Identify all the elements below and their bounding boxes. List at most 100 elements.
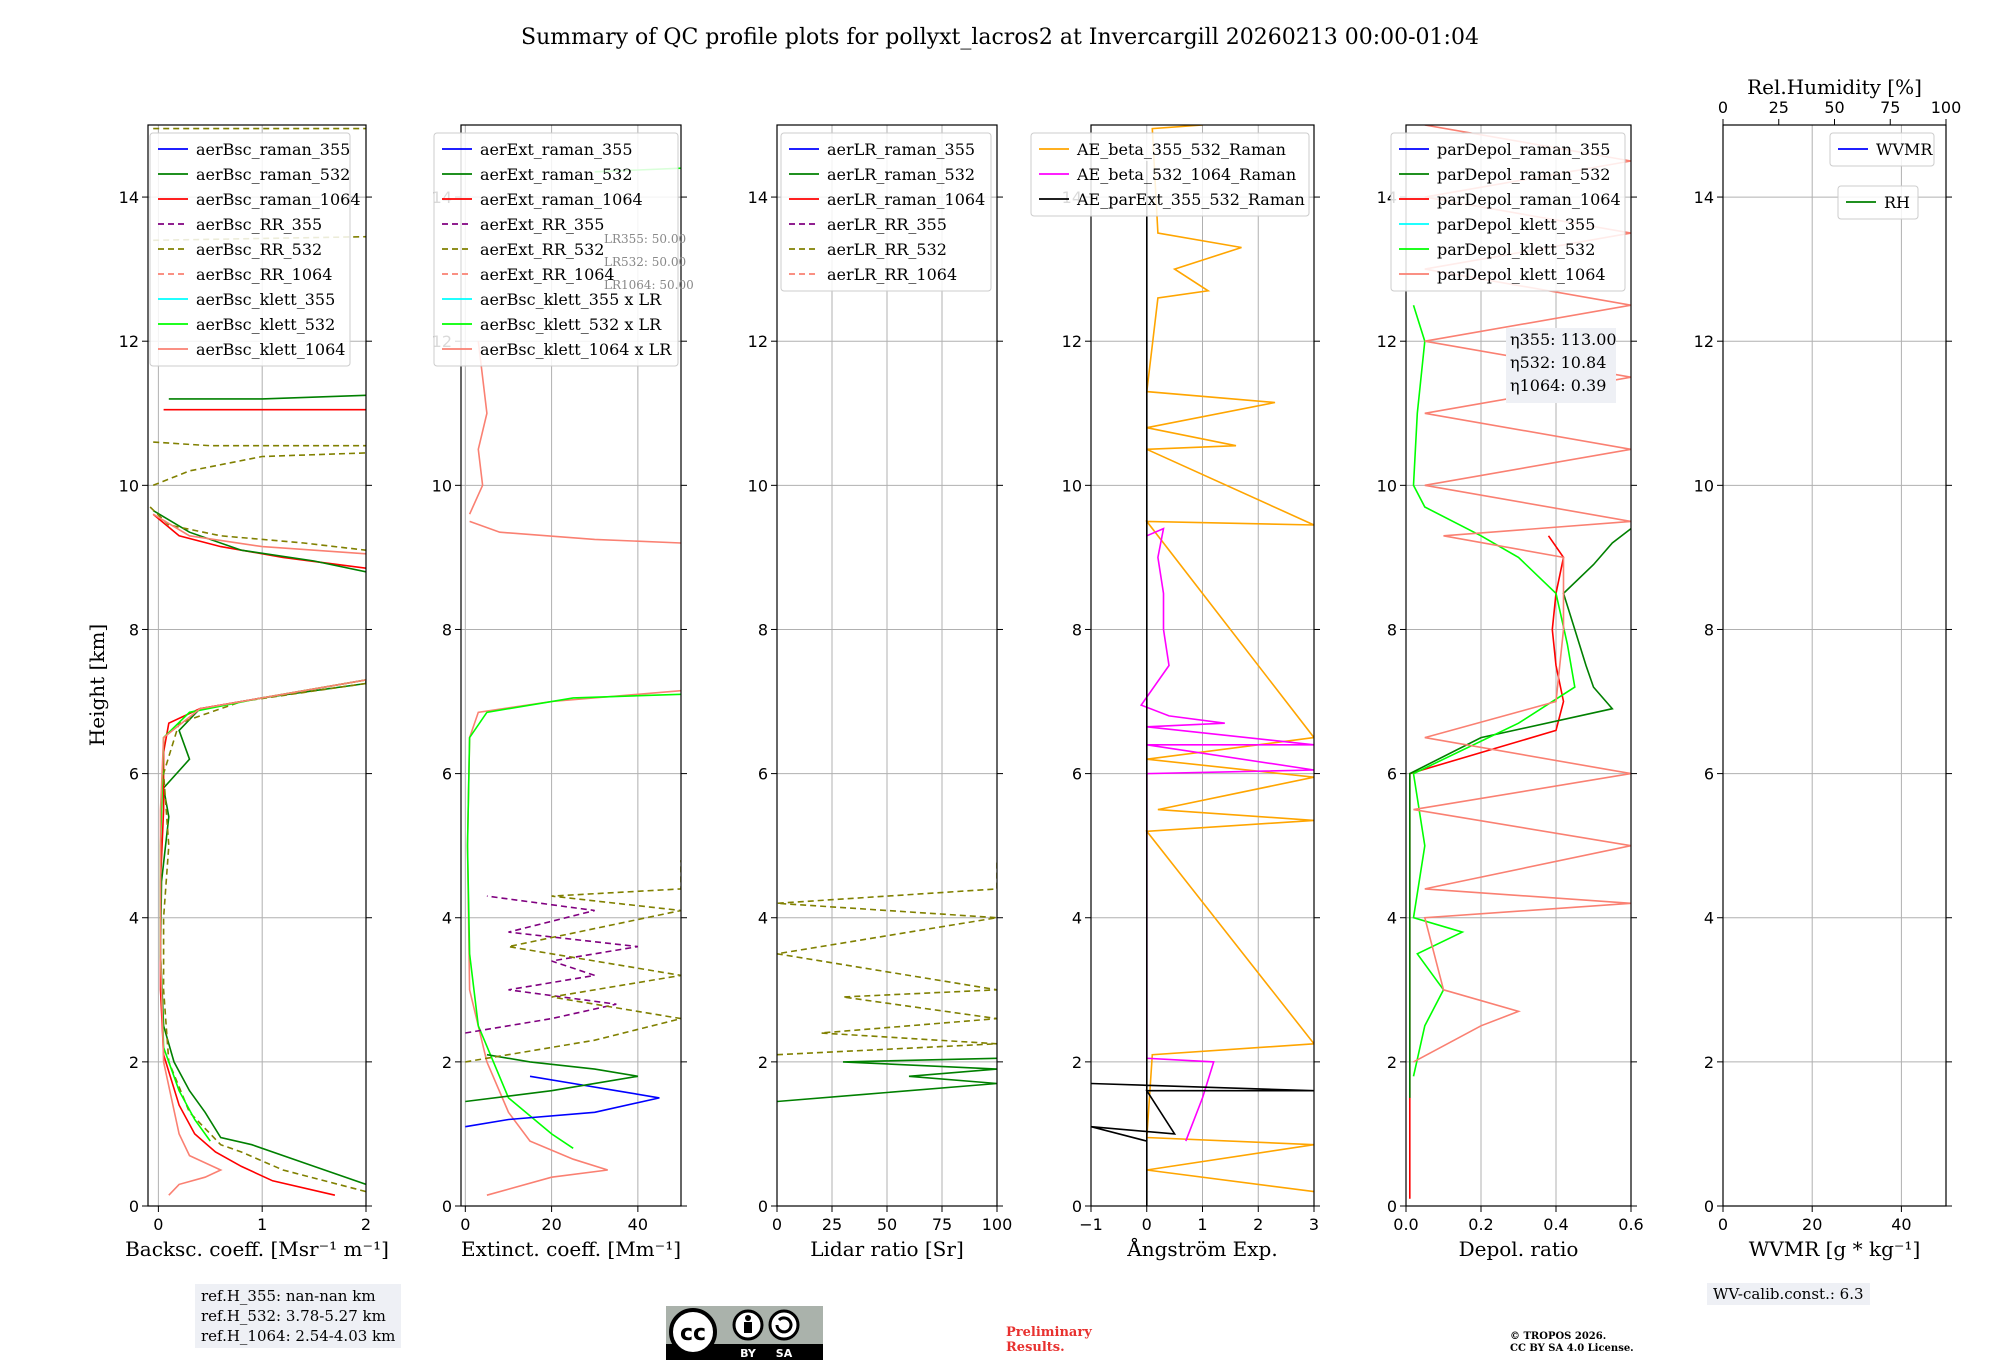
y-tick-label-wvmr: 4 (1704, 909, 1714, 928)
series-line-aerExt_RR_532 (465, 860, 681, 1063)
series-group-lidar_ratio (777, 860, 997, 1103)
y-tick-label-lidar_ratio: 8 (758, 620, 768, 639)
x-tick-label-lidar_ratio: 25 (822, 1215, 842, 1234)
y-tick-label-angstrom: 6 (1072, 765, 1082, 784)
series-line-aerBsc_klett_1064 x LR (466, 689, 681, 1196)
legend-label-aerLR_raman_1064: aerLR_raman_1064 (827, 190, 985, 209)
legend-label-aerBsc_raman_1064: aerBsc_raman_1064 (196, 190, 361, 209)
series-line-cirrus_RR_532_a (152, 452, 366, 487)
series-line-upper_layer_raman_1064 (152, 513, 366, 569)
top-x-tick-label-wvmr: 25 (1769, 98, 1789, 117)
y-tick-label-wvmr: 12 (1694, 332, 1714, 351)
top-x-axis-label-wvmr: Rel.Humidity [%] (1747, 75, 1922, 99)
legend-label-aerExt_raman_355: aerExt_raman_355 (480, 140, 633, 159)
reference-height-box: ref.H_355: nan-nan km ref.H_532: 3.78-5.… (195, 1284, 402, 1348)
series-line-parDepol_raman_532 (1409, 527, 1631, 1098)
y-tick-label-extinction: 10 (432, 476, 452, 495)
legend-label-AE_beta_532_1064_Raman: AE_beta_532_1064_Raman (1076, 165, 1296, 184)
y-tick-label-lidar_ratio: 6 (758, 765, 768, 784)
top-x-tick-label-wvmr: 50 (1824, 98, 1844, 117)
legend-label-aerBsc_raman_355: aerBsc_raman_355 (196, 140, 350, 159)
y-tick-label-angstrom: 0 (1072, 1197, 1082, 1216)
ref-height-1064: ref.H_1064: 2.54-4.03 km (201, 1327, 396, 1345)
wv-calib-constant: WV-calib.const.: 6.3 (1707, 1283, 1870, 1305)
top-x-tick-label-wvmr: 0 (1718, 98, 1728, 117)
figure-canvas: Summary of QC profile plots for pollyxt_… (85, 25, 1962, 1261)
panel-lidar_ratio: 0 25 50 75 100 0 2 4 6 8 10 12 14 Lidar ratio [Sr] aer… (748, 124, 1013, 1261)
legend-label-aerLR_raman_532: aerLR_raman_532 (827, 165, 975, 184)
y-tick-label-wvmr: 10 (1694, 476, 1714, 495)
y-tick-label-angstrom: 10 (1062, 476, 1082, 495)
legend-label-aerExt_raman_532: aerExt_raman_532 (480, 165, 633, 184)
legend-label-aerLR_raman_355: aerLR_raman_355 (827, 140, 975, 159)
y-tick-label-extinction: 2 (442, 1053, 452, 1072)
series-line-aerLR_RR_532 (777, 860, 997, 1056)
annotation-extinction: LR1064: 50.00 (604, 278, 694, 292)
axes-frame-backscatter (147, 124, 367, 1207)
series-group-angstrom (1091, 125, 1314, 1206)
y-tick-label-wvmr: 2 (1704, 1053, 1714, 1072)
x-axis-label-wvmr: WVMR [g * kg⁻¹] (1749, 1237, 1921, 1261)
y-axis-label: Height [km] (85, 624, 109, 746)
y-tick-label-extinction: 0 (442, 1197, 452, 1216)
series-line-upper_layer_RR_532 (149, 506, 366, 551)
annotation-depol: η355: 113.00 (1510, 330, 1617, 349)
y-tick-label-backscatter: 6 (129, 765, 139, 784)
legend-label-aerExt_RR_532: aerExt_RR_532 (480, 240, 604, 259)
y-tick-label-wvmr: 14 (1694, 188, 1714, 207)
legend-label-aerBsc_RR_532: aerBsc_RR_532 (196, 240, 322, 259)
series-group-extinction (465, 167, 681, 1196)
legend-label-parDepol_klett_532: parDepol_klett_532 (1437, 240, 1595, 259)
panel-wvmr: 0 20 40 0 2 4 6 8 10 12 14 WVMR [g * kg⁻¹] 0 25 50 75 10… (1694, 75, 1962, 1261)
annotation-extinction: LR355: 50.00 (604, 232, 686, 246)
x-tick-label-wvmr: 0 (1718, 1215, 1728, 1234)
series-line-aerBsc_raman_532 (159, 679, 366, 1186)
series-line-aerBsc_RR_532 (162, 682, 366, 1193)
y-tick-label-backscatter: 14 (119, 188, 139, 207)
legend-label-aerBsc_klett_532: aerBsc_klett_532 (196, 315, 335, 334)
series-line-AE_parExt_355_532_Raman (1091, 161, 1314, 1206)
legend-angstrom: AE_beta_355_532_Raman AE_beta_532_1064_Ra… (1030, 132, 1310, 217)
legend-backscatter-frame (149, 132, 351, 367)
x-tick-label-extinction: 40 (628, 1215, 648, 1234)
y-tick-label-lidar_ratio: 2 (758, 1053, 768, 1072)
series-line-aerLR_raman_532 (777, 1057, 997, 1103)
legend-label-RH: RH (1884, 193, 1910, 212)
figure-title: Summary of QC profile plots for pollyxt_… (521, 25, 1479, 50)
y-tick-label-extinction: 4 (442, 909, 452, 928)
axes-frame-wvmr (1722, 124, 1947, 1207)
y-tick-label-lidar_ratio: 14 (748, 188, 768, 207)
legend2-wvmr-frame (1837, 185, 1919, 220)
legend-label-parDepol_klett_1064: parDepol_klett_1064 (1437, 265, 1606, 284)
x-tick-label-wvmr: 40 (1891, 1215, 1911, 1234)
ref-height-532: ref.H_532: 3.78-5.27 km (201, 1307, 386, 1325)
series-line-aerBsc_raman_1064 (159, 679, 366, 1196)
copyright-line-1: © TROPOS 2026. (1510, 1331, 1607, 1342)
y-tick-label-extinction: 8 (442, 620, 452, 639)
y-tick-label-angstrom: 12 (1062, 332, 1082, 351)
x-tick-label-wvmr: 20 (1802, 1215, 1822, 1234)
series-line-aerBsc_klett_532 x LR (466, 693, 681, 1149)
legend-label-aerBsc_raman_532: aerBsc_raman_532 (196, 165, 350, 184)
legend-label-aerBsc_klett_532 x LR: aerBsc_klett_532 x LR (480, 315, 662, 334)
y-tick-label-lidar_ratio: 10 (748, 476, 768, 495)
series-line-aerBsc_klett_1064 (159, 679, 366, 1196)
legend-label-aerExt_RR_1064: aerExt_RR_1064 (480, 265, 615, 284)
y-tick-label-wvmr: 6 (1704, 765, 1714, 784)
legend-label-aerLR_RR_355: aerLR_RR_355 (827, 215, 947, 234)
series-line-aerExt_raman_355 (465, 1075, 660, 1128)
x-tick-label-depol: 0.2 (1468, 1215, 1493, 1234)
x-tick-label-lidar_ratio: 100 (982, 1215, 1013, 1234)
legend-extinction-frame (433, 132, 679, 367)
legend-angstrom-frame (1030, 132, 1310, 217)
series-group-backscatter (149, 127, 366, 1196)
x-axis-label-backscatter: Backsc. coeff. [Msr⁻¹ m⁻¹] (125, 1237, 389, 1261)
x-axis-label-lidar_ratio: Lidar ratio [Sr] (810, 1237, 964, 1261)
x-tick-label-depol: 0.4 (1543, 1215, 1568, 1234)
legend-label-WVMR: WVMR (1876, 140, 1933, 159)
legend-label-AE_beta_355_532_Raman: AE_beta_355_532_Raman (1076, 140, 1286, 159)
y-tick-label-lidar_ratio: 12 (748, 332, 768, 351)
legend-label-aerExt_raman_1064: aerExt_raman_1064 (480, 190, 643, 209)
x-tick-label-angstrom: 1 (1197, 1215, 1207, 1234)
cc-license-badge: cc BY SA (666, 1306, 823, 1360)
